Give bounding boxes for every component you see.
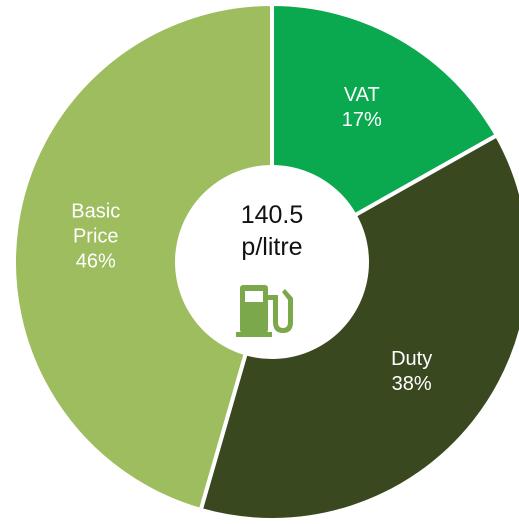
- center-unit: p/litre: [241, 233, 303, 261]
- slice-label: VAT 17%: [317, 83, 407, 133]
- value-label: 46%: [75, 250, 116, 273]
- center-value: 140.5: [240, 201, 304, 229]
- value-label: 38%: [391, 373, 432, 396]
- slice: [198, 132, 519, 522]
- value-label: 17%: [341, 109, 382, 132]
- slice-label: Basic Price 46%: [51, 200, 141, 275]
- category-label: Basic Price: [71, 200, 121, 248]
- donut-hole: [175, 165, 369, 359]
- fuel-pump-icon: [236, 285, 293, 337]
- slice-label: Duty 38%: [367, 347, 457, 397]
- slice: [12, 1, 274, 513]
- category-label: Duty: [391, 348, 433, 371]
- category-label: VAT: [343, 84, 380, 107]
